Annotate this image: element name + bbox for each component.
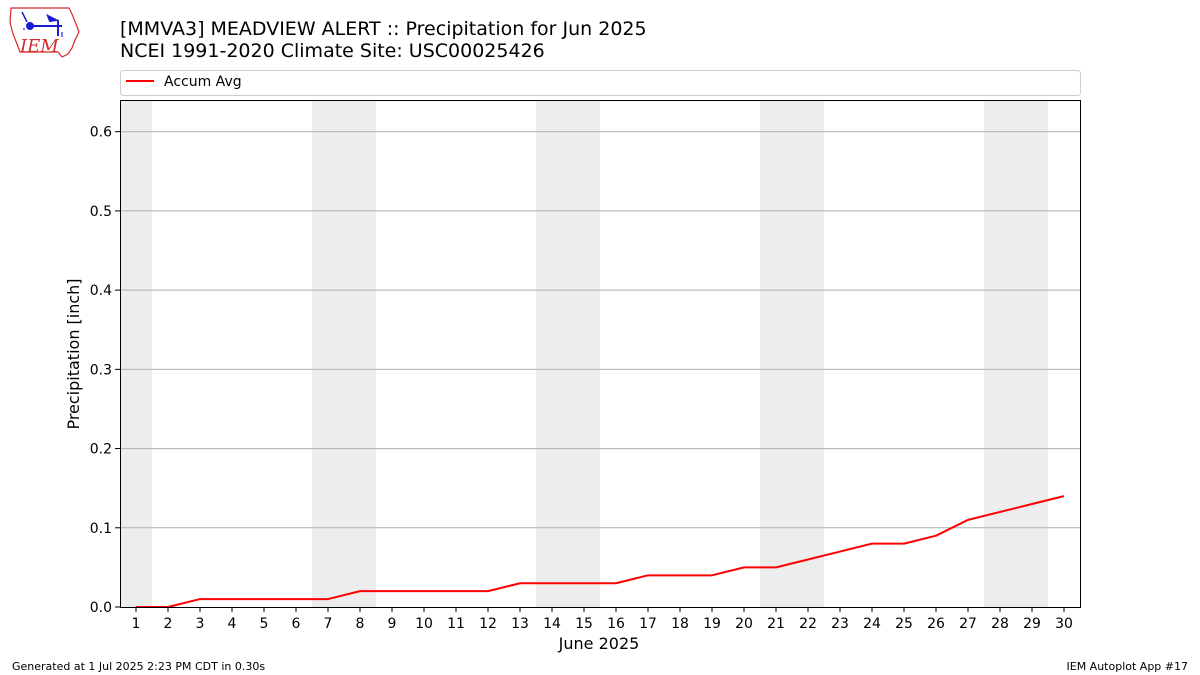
y-axis-ticks: 0.0 0.1 0.2 0.3 0.4 0.5 0.6 [90, 125, 120, 616]
x-tick-label: 20 [735, 616, 753, 632]
iem-logo: IEM [9, 7, 80, 58]
chart-subtitle: NCEI 1991-2020 Climate Site: USC00025426 [120, 40, 545, 62]
x-tick-label: 9 [388, 616, 397, 632]
y-tick-label: 0.2 [90, 442, 112, 458]
x-tick-label: 10 [415, 616, 433, 632]
x-tick-label: 21 [767, 616, 785, 632]
y-axis-label: Precipitation [inch] [64, 278, 83, 429]
x-tick-label: 5 [260, 616, 269, 632]
y-gridlines [120, 131, 1080, 529]
chart-title: [MMVA3] MEADVIEW ALERT :: Precipitation … [120, 18, 647, 40]
x-tick-label: 17 [639, 616, 657, 632]
x-tick-label: 7 [324, 616, 333, 632]
x-tick-label: 26 [927, 616, 945, 632]
x-tick-label: 28 [991, 616, 1009, 632]
x-tick-label: 13 [511, 616, 529, 632]
x-tick-label: 22 [799, 616, 817, 632]
x-tick-label: 25 [895, 616, 913, 632]
iowa-outline-icon [9, 7, 80, 58]
weekend-band [344, 100, 376, 607]
legend-box [120, 70, 1081, 96]
x-tick-label: 15 [575, 616, 593, 632]
x-tick-label: 30 [1055, 616, 1073, 632]
y-tick-label: 0.1 [90, 521, 112, 537]
y-tick-label: 0.0 [90, 600, 112, 616]
weekend-band [536, 100, 568, 607]
x-tick-label: 27 [959, 616, 977, 632]
footer-app: IEM Autoplot App #17 [1067, 660, 1189, 673]
x-tick-label: 11 [447, 616, 465, 632]
weekend-band [760, 100, 792, 607]
x-tick-label: 2 [164, 616, 173, 632]
x-tick-label: 19 [703, 616, 721, 632]
y-tick-label: 0.3 [90, 362, 112, 378]
weekend-band [1016, 100, 1048, 607]
x-axis-label: June 2025 [558, 634, 640, 653]
weekend-band [984, 100, 1016, 607]
weekend-band [120, 100, 152, 607]
x-tick-label: 16 [607, 616, 625, 632]
footer-generated: Generated at 1 Jul 2025 2:23 PM CDT in 0… [12, 660, 265, 673]
x-tick-label: 12 [479, 616, 497, 632]
weekend-band [568, 100, 600, 607]
logo-text: IEM [19, 36, 59, 57]
x-tick-label: 6 [292, 616, 301, 632]
y-tick-label: 0.4 [90, 283, 112, 299]
legend: Accum Avg [120, 70, 1081, 96]
plot-frame [120, 100, 1081, 608]
x-tick-label: 18 [671, 616, 689, 632]
x-tick-label: 23 [831, 616, 849, 632]
x-tick-label: 4 [228, 616, 237, 632]
series-lines [136, 495, 1065, 608]
x-tick-label: 29 [1023, 616, 1041, 632]
x-tick-label: 8 [356, 616, 365, 632]
weekend-band [792, 100, 824, 607]
y-tick-label: 0.5 [90, 204, 112, 220]
weekend-shading [120, 100, 1048, 607]
weekend-band [312, 100, 344, 607]
weather-station-icon [21, 11, 63, 37]
series-line-accum-avg [136, 495, 1065, 608]
x-tick-label: 14 [543, 616, 561, 632]
x-tick-label: 24 [863, 616, 881, 632]
x-tick-label: 1 [132, 616, 141, 632]
y-tick-label: 0.6 [90, 125, 112, 141]
x-axis-ticks: 1 2 3 4 5 6 7 8 9 10 11 12 13 14 15 16 17 18 19 20 21 22 23 24 2… [132, 607, 1073, 632]
x-tick-label: 3 [196, 616, 205, 632]
legend-label: Accum Avg [164, 74, 242, 90]
